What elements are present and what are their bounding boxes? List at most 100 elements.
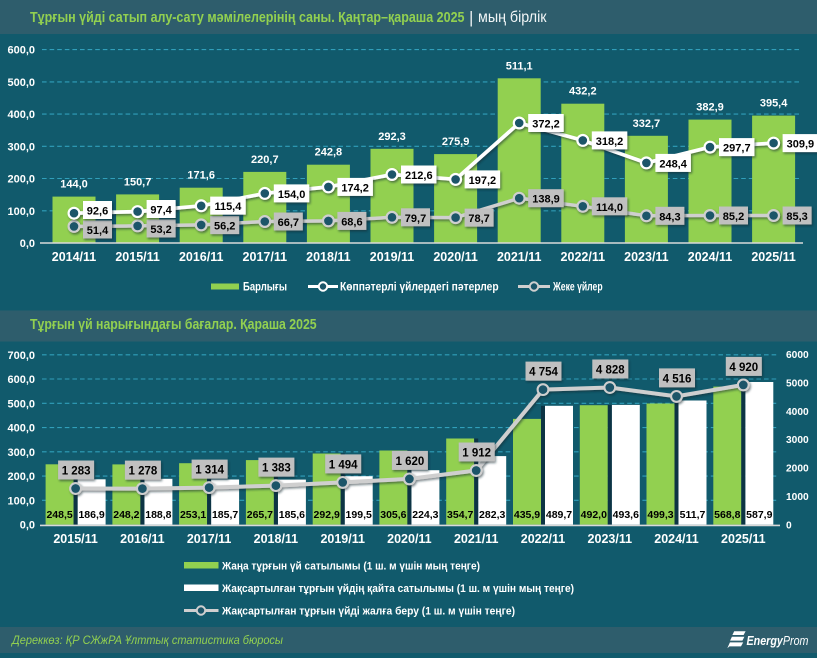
svg-text:200,0: 200,0 — [7, 174, 35, 186]
svg-text:2016/11: 2016/11 — [120, 532, 165, 546]
svg-text:200,0: 200,0 — [7, 471, 35, 483]
svg-text:85,3: 85,3 — [786, 211, 807, 223]
svg-text:79,7: 79,7 — [405, 213, 426, 225]
svg-text:1000: 1000 — [786, 492, 809, 503]
svg-text:332,7: 332,7 — [633, 118, 661, 130]
svg-text:68,6: 68,6 — [341, 216, 362, 228]
svg-text:188,8: 188,8 — [145, 509, 171, 521]
svg-text:372,2: 372,2 — [532, 119, 560, 131]
svg-text:85,2: 85,2 — [723, 211, 744, 223]
svg-text:248,4: 248,4 — [659, 158, 687, 170]
svg-text:Жақсартылған тұрғын үйді жалға: Жақсартылған тұрғын үйді жалға беру (1 ш… — [221, 606, 515, 618]
svg-text:265,7: 265,7 — [247, 509, 273, 521]
svg-text:4 920: 4 920 — [729, 362, 758, 374]
svg-text:212,6: 212,6 — [405, 170, 433, 182]
svg-text:2025/11: 2025/11 — [721, 532, 766, 546]
svg-text:Барлығы: Барлығы — [243, 282, 287, 294]
svg-text:Жеке үйлер: Жеке үйлер — [552, 282, 602, 294]
svg-text:492,0: 492,0 — [581, 509, 607, 521]
svg-text:1 278: 1 278 — [129, 466, 158, 478]
svg-text:6000: 6000 — [786, 350, 809, 361]
svg-text:84,3: 84,3 — [659, 211, 680, 223]
svg-text:354,7: 354,7 — [447, 509, 473, 521]
svg-text:253,1: 253,1 — [180, 509, 206, 521]
svg-text:114,0: 114,0 — [596, 202, 623, 214]
svg-text:185,7: 185,7 — [212, 509, 238, 521]
svg-text:1 314: 1 314 — [195, 465, 224, 477]
svg-text:197,2: 197,2 — [469, 175, 497, 187]
svg-text:1 494: 1 494 — [329, 459, 358, 471]
svg-text:2022/11: 2022/11 — [521, 532, 566, 546]
svg-text:97,4: 97,4 — [150, 205, 172, 217]
svg-text:2024/11: 2024/11 — [654, 532, 699, 546]
svg-text:56,2: 56,2 — [214, 221, 235, 233]
svg-text:154,0: 154,0 — [278, 189, 306, 201]
svg-text:242,8: 242,8 — [315, 147, 343, 159]
svg-text:4 828: 4 828 — [596, 365, 625, 377]
svg-text:199,5: 199,5 — [346, 509, 372, 521]
svg-text:1 620: 1 620 — [396, 456, 425, 468]
svg-text:275,9: 275,9 — [442, 136, 470, 148]
svg-text:292,3: 292,3 — [378, 131, 406, 143]
svg-text:Жаңа тұрғын үй сатылымы (1 ш.: Жаңа тұрғын үй сатылымы (1 ш. м үшін мың… — [221, 561, 480, 573]
svg-text:Жақсартылған тұрғын үйдің қайт: Жақсартылған тұрғын үйдің қайта сатылымы… — [221, 583, 574, 595]
svg-text:1 283: 1 283 — [62, 466, 91, 478]
svg-text:382,9: 382,9 — [696, 102, 724, 114]
svg-text:2015/11: 2015/11 — [53, 532, 98, 546]
svg-text:2025/11: 2025/11 — [751, 250, 796, 264]
svg-text:мың бірлік: мың бірлік — [478, 9, 547, 26]
svg-text:300,0: 300,0 — [7, 141, 35, 153]
svg-text:3000: 3000 — [786, 435, 809, 446]
svg-text:400,0: 400,0 — [7, 109, 35, 121]
svg-text:100,0: 100,0 — [7, 206, 35, 218]
svg-text:2017/11: 2017/11 — [243, 250, 288, 264]
svg-text:2020/11: 2020/11 — [387, 532, 432, 546]
svg-text:150,7: 150,7 — [124, 176, 152, 188]
svg-text:220,7: 220,7 — [251, 154, 279, 166]
svg-text:499,3: 499,3 — [647, 509, 673, 521]
svg-text:|: | — [469, 8, 473, 27]
svg-text:2022/11: 2022/11 — [561, 250, 606, 264]
svg-text:53,2: 53,2 — [150, 224, 171, 236]
svg-text:2021/11: 2021/11 — [497, 250, 542, 264]
svg-text:2018/11: 2018/11 — [306, 250, 351, 264]
svg-text:4 516: 4 516 — [663, 373, 692, 385]
svg-text:432,2: 432,2 — [569, 86, 597, 98]
svg-text:2019/11: 2019/11 — [320, 532, 365, 546]
svg-text:66,7: 66,7 — [278, 217, 299, 229]
svg-text:185,6: 185,6 — [279, 509, 305, 521]
svg-text:568,8: 568,8 — [714, 509, 740, 521]
svg-text:292,9: 292,9 — [314, 509, 340, 521]
svg-text:435,9: 435,9 — [514, 509, 540, 521]
svg-text:Көппәтерлі үйлердегі пәтерлер: Көппәтерлі үйлердегі пәтерлер — [340, 282, 499, 294]
svg-text:171,6: 171,6 — [187, 170, 215, 182]
svg-text:Тұрғын үй нарығындағы бағалар.: Тұрғын үй нарығындағы бағалар. Қараша 20… — [30, 316, 317, 333]
svg-text:2018/11: 2018/11 — [254, 532, 299, 546]
svg-text:4 754: 4 754 — [529, 367, 558, 379]
svg-text:305,6: 305,6 — [380, 509, 406, 521]
svg-text:587,9: 587,9 — [746, 509, 772, 521]
svg-text:1 912: 1 912 — [462, 448, 491, 460]
svg-text:318,2: 318,2 — [596, 136, 624, 148]
svg-text:400,0: 400,0 — [7, 423, 35, 435]
svg-text:Дереккөз: ҚР СЖжРА Ұлттық стат: Дереккөз: ҚР СЖжРА Ұлттық статистика бюр… — [10, 635, 283, 647]
svg-text:309,9: 309,9 — [787, 139, 815, 151]
svg-text:500,0: 500,0 — [7, 77, 35, 89]
svg-text:282,3: 282,3 — [479, 509, 505, 521]
svg-text:248,5: 248,5 — [46, 509, 72, 521]
svg-text:489,7: 489,7 — [546, 509, 572, 521]
svg-text:92,6: 92,6 — [87, 206, 108, 218]
svg-text:2020/11: 2020/11 — [433, 250, 478, 264]
svg-text:115,4: 115,4 — [214, 201, 242, 213]
svg-text:0: 0 — [786, 521, 792, 532]
svg-text:Тұрғын үйді сатып алу-сату мәм: Тұрғын үйді сатып алу-сату мәмілелерінің… — [30, 9, 465, 26]
svg-text:2023/11: 2023/11 — [588, 532, 633, 546]
svg-text:100,0: 100,0 — [7, 495, 35, 507]
svg-text:2023/11: 2023/11 — [624, 250, 669, 264]
svg-text:EnergyProm: EnergyProm — [747, 634, 809, 648]
svg-text:2021/11: 2021/11 — [454, 532, 499, 546]
svg-text:500,0: 500,0 — [7, 398, 35, 410]
svg-text:297,7: 297,7 — [723, 143, 751, 155]
svg-text:493,6: 493,6 — [613, 509, 639, 521]
svg-text:186,9: 186,9 — [78, 509, 104, 521]
